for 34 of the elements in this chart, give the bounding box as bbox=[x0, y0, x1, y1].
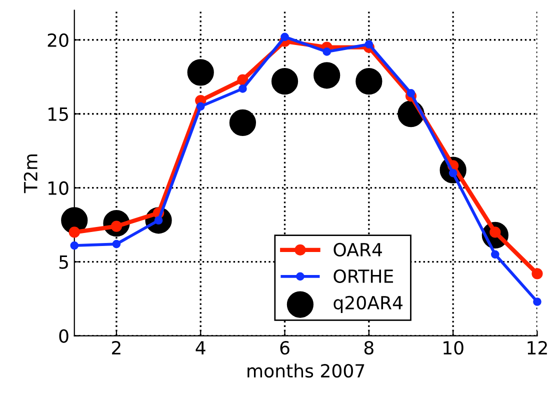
point bbox=[70, 241, 79, 250]
point bbox=[280, 32, 289, 42]
y-tick-label: 0 bbox=[59, 329, 68, 343]
point bbox=[68, 226, 80, 238]
point bbox=[322, 48, 332, 56]
y-axis-title: T2m bbox=[24, 154, 38, 194]
point bbox=[237, 74, 248, 86]
point bbox=[533, 298, 542, 306]
point bbox=[532, 268, 543, 280]
x-axis-title: months 2007 bbox=[248, 364, 364, 378]
point bbox=[271, 68, 298, 95]
y-tick-label: 20 bbox=[48, 33, 68, 48]
x-tick-label: 10 bbox=[444, 340, 464, 355]
x-tick-label: 8 bbox=[364, 340, 374, 355]
point bbox=[314, 62, 340, 89]
y-tick-label: 15 bbox=[48, 108, 68, 121]
x-tick-label: 12 bbox=[528, 340, 547, 354]
point bbox=[406, 88, 416, 98]
point bbox=[196, 102, 205, 111]
point bbox=[238, 84, 247, 93]
point bbox=[187, 59, 214, 86]
point bbox=[490, 250, 500, 259]
legend-label: q20AR4 bbox=[334, 296, 403, 314]
legend-label: OAR4 bbox=[334, 242, 382, 257]
legend-label: ORTHE bbox=[334, 269, 394, 284]
point bbox=[229, 109, 256, 136]
x-tick-label: 6 bbox=[280, 340, 290, 355]
point bbox=[364, 40, 374, 48]
y-tick-label: 10 bbox=[48, 181, 68, 195]
x-tick-label: 2 bbox=[112, 340, 120, 354]
y-tick-label: 5 bbox=[59, 256, 68, 269]
x-tick-label: 4 bbox=[196, 341, 206, 354]
point bbox=[356, 68, 382, 95]
point bbox=[112, 240, 121, 248]
